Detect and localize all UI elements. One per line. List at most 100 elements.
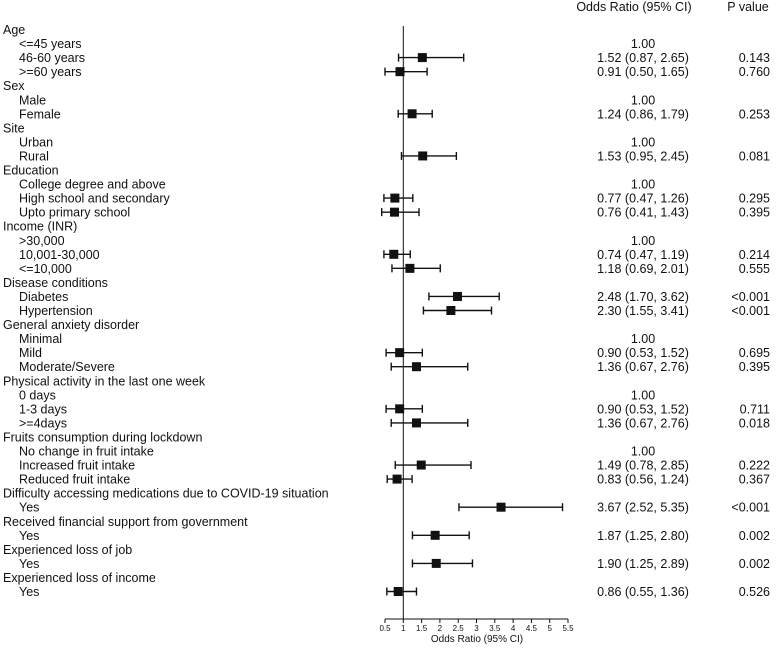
header-odds-ratio: Odds Ratio (95% CI) xyxy=(576,0,691,14)
point-estimate xyxy=(395,404,405,414)
row-label: Mild xyxy=(19,346,42,360)
odds-ratio-text: 3.67 (2.52, 5.35) xyxy=(597,501,689,515)
row-label: Upto primary school xyxy=(19,206,130,220)
odds-ratio-text: 1.00 xyxy=(631,93,655,107)
row-label: Hypertension xyxy=(19,304,93,318)
p-value-text: 0.002 xyxy=(739,529,770,543)
odds-ratio-text: 1.00 xyxy=(631,445,655,459)
p-value-text: 0.395 xyxy=(739,206,770,220)
odds-ratio-text: 0.83 (0.56, 1.24) xyxy=(597,473,689,487)
point-estimate xyxy=(393,587,403,596)
point-estimate xyxy=(395,67,405,77)
p-value-text: 0.760 xyxy=(739,65,770,79)
row-label: <=45 years xyxy=(19,37,82,51)
x-tick-label: 3 xyxy=(474,624,479,633)
group-label: Experienced loss of job xyxy=(3,543,132,557)
row-label: No change in fruit intake xyxy=(19,445,154,459)
point-estimate xyxy=(417,53,427,63)
odds-ratio-text: 0.91 (0.50, 1.65) xyxy=(597,65,689,79)
p-value-text: 0.367 xyxy=(739,473,770,487)
group-label: Experienced loss of income xyxy=(3,571,156,585)
odds-ratio-text: 1.90 (1.25, 2.89) xyxy=(597,557,689,571)
x-tick-label: 5.5 xyxy=(562,624,574,633)
row-label: Urban xyxy=(19,135,53,149)
p-value-text: 0.018 xyxy=(739,416,770,430)
odds-ratio-text: 1.36 (0.67, 2.76) xyxy=(597,416,689,430)
x-tick-label: 1.5 xyxy=(416,624,428,633)
x-tick-label: 4.5 xyxy=(526,624,538,633)
p-value-text: 0.526 xyxy=(739,585,770,599)
odds-ratio-text: 0.90 (0.53, 1.52) xyxy=(597,402,689,416)
odds-ratio-text: 0.86 (0.55, 1.36) xyxy=(597,585,689,599)
x-axis-label: Odds Ratio (95% CI) xyxy=(431,634,523,645)
row-label: Yes xyxy=(19,585,39,599)
odds-ratio-text: 0.77 (0.47, 1.26) xyxy=(597,192,689,206)
row-label: Diabetes xyxy=(19,290,68,304)
point-estimate xyxy=(389,249,399,259)
group-label: General anxiety disorder xyxy=(3,318,139,332)
p-value-text: 0.555 xyxy=(739,262,770,276)
odds-ratio-text: 1.52 (0.87, 2.65) xyxy=(597,51,689,65)
p-value-text: 0.222 xyxy=(739,459,770,473)
p-value-text: <0.001 xyxy=(731,290,770,304)
group-label: Site xyxy=(3,121,25,135)
row-label: Reduced fruit intake xyxy=(19,473,130,487)
point-estimate xyxy=(407,109,417,119)
p-value-text: 0.002 xyxy=(739,557,770,571)
point-estimate xyxy=(416,460,426,470)
odds-ratio-text: 1.00 xyxy=(631,388,655,402)
odds-ratio-text: 1.18 (0.69, 2.01) xyxy=(597,262,689,276)
odds-ratio-text: 1.24 (0.86, 1.79) xyxy=(597,107,689,121)
row-label: Male xyxy=(19,93,46,107)
row-label: 10,001-30,000 xyxy=(19,248,100,262)
x-tick-label: 5 xyxy=(547,624,552,633)
row-label: Moderate/Severe xyxy=(19,360,115,374)
row-label: Yes xyxy=(19,557,39,571)
x-tick-label: 0.5 xyxy=(379,624,391,633)
odds-ratio-text: 1.00 xyxy=(631,135,655,149)
p-value-text: <0.001 xyxy=(731,304,770,318)
odds-ratio-text: 0.74 (0.47, 1.19) xyxy=(597,248,689,262)
p-value-text: 0.695 xyxy=(739,346,770,360)
rows-layer: Age<=45 years 1.00 46-60 years 1.52 (0.87, … xyxy=(3,23,770,599)
x-tick-label: 2.5 xyxy=(453,624,465,633)
p-value-text: 0.395 xyxy=(739,360,770,374)
group-label: Difficulty accessing medications due to … xyxy=(3,487,329,501)
x-tick-label: 4 xyxy=(511,624,516,633)
p-value-text: 0.081 xyxy=(739,149,770,163)
group-label: Fruits consumption during lockdown xyxy=(3,430,202,444)
header-p-value: P value xyxy=(727,0,769,14)
p-value-text: 0.143 xyxy=(739,51,770,65)
odds-ratio-text: 1.00 xyxy=(631,332,655,346)
row-label: Rural xyxy=(19,149,49,163)
odds-ratio-text: 1.36 (0.67, 2.76) xyxy=(597,360,689,374)
odds-ratio-text: 1.49 (0.78, 2.85) xyxy=(597,459,689,473)
point-estimate xyxy=(390,193,400,203)
odds-ratio-text: 2.48 (1.70, 3.62) xyxy=(597,290,689,304)
row-label: 1-3 days xyxy=(19,402,67,416)
row-label: 0 days xyxy=(19,388,56,402)
group-label: Physical activity in the last one week xyxy=(3,374,206,388)
p-value-text: 0.295 xyxy=(739,192,770,206)
odds-ratio-text: 1.00 xyxy=(631,234,655,248)
group-label: Disease conditions xyxy=(3,276,108,290)
point-estimate xyxy=(390,207,400,217)
p-value-text: <0.001 xyxy=(731,501,770,515)
row-label: >=60 years xyxy=(19,65,82,79)
point-estimate xyxy=(431,558,441,568)
point-estimate xyxy=(395,348,405,358)
point-estimate xyxy=(411,362,421,372)
odds-ratio-text: 0.90 (0.53, 1.52) xyxy=(597,346,689,360)
row-label: Minimal xyxy=(19,332,62,346)
point-estimate xyxy=(430,530,440,540)
group-label: Sex xyxy=(3,79,25,93)
point-estimate xyxy=(392,474,402,484)
p-value-text: 0.253 xyxy=(739,107,770,121)
group-label: Age xyxy=(3,23,25,37)
row-label: Yes xyxy=(19,529,39,543)
odds-ratio-text: 0.76 (0.41, 1.43) xyxy=(597,206,689,220)
odds-ratio-text: 1.00 xyxy=(631,178,655,192)
group-label: Education xyxy=(3,164,59,178)
row-label: Female xyxy=(19,107,61,121)
